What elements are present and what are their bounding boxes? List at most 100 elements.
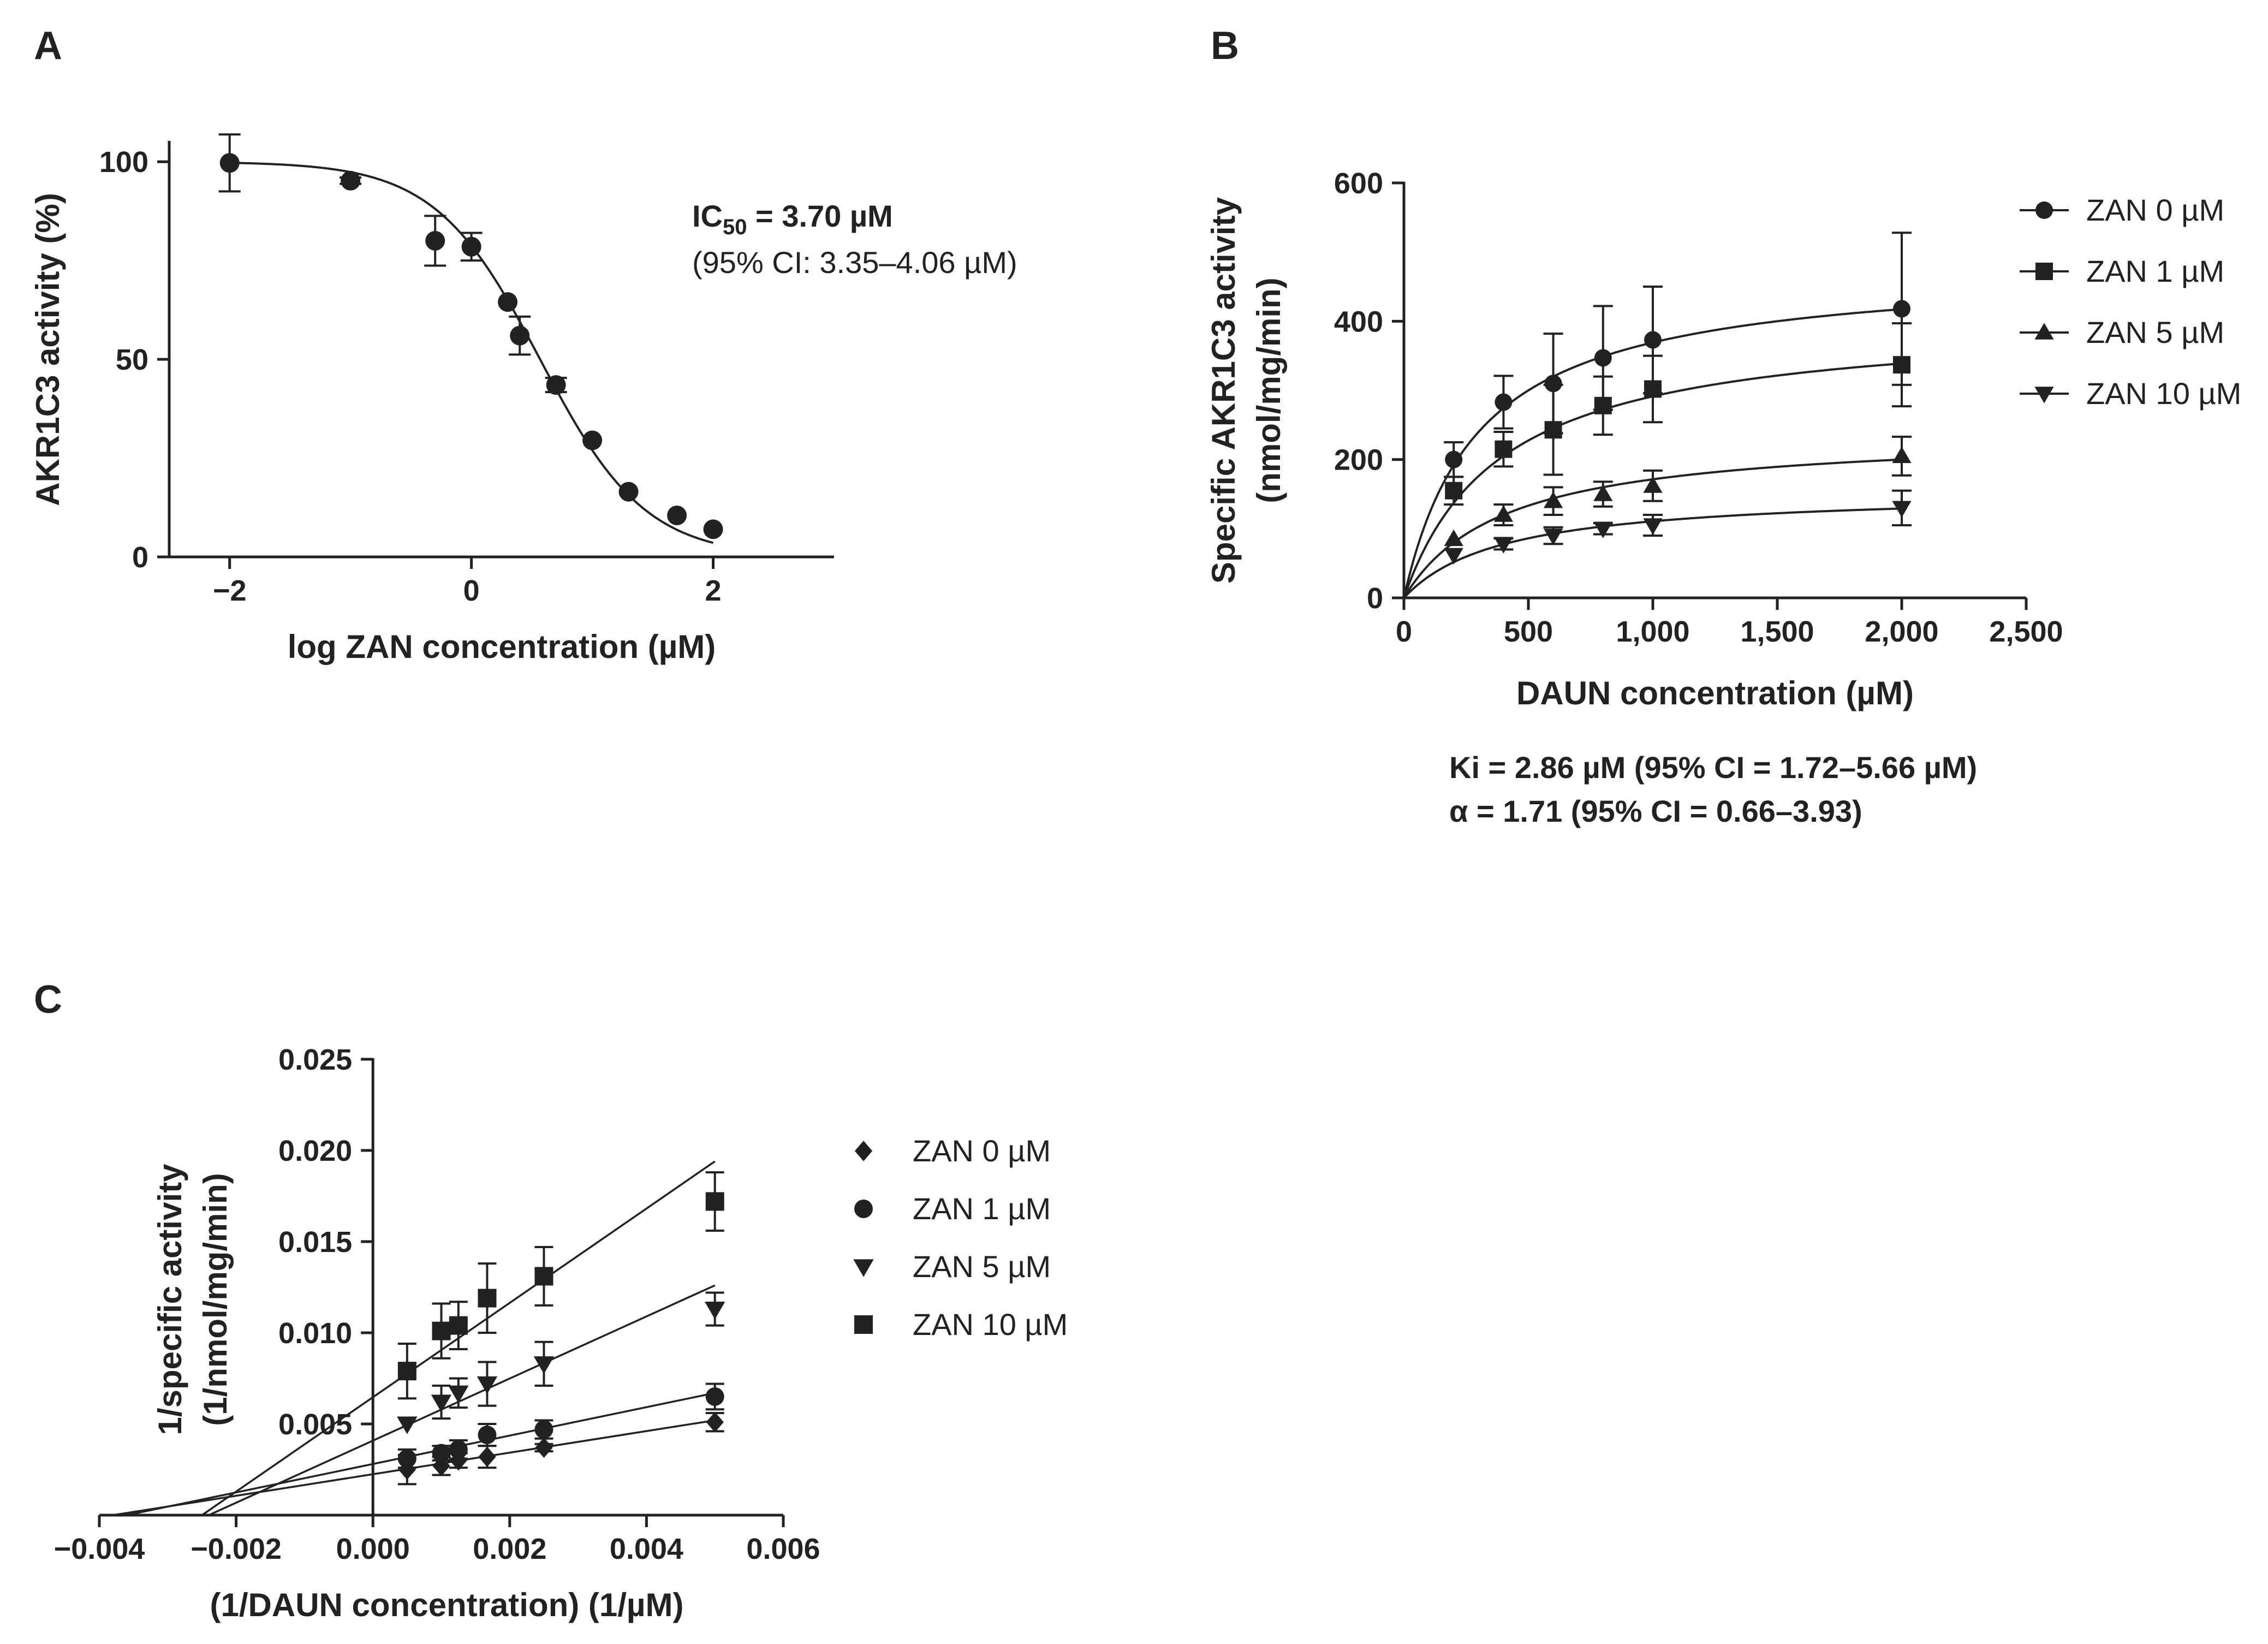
y-tick-label: 0.010	[278, 1317, 352, 1350]
data-point	[397, 1449, 416, 1468]
fit-curve	[229, 162, 714, 544]
legend-label: ZAN 5 µM	[913, 1249, 1051, 1284]
data-point	[477, 1376, 498, 1394]
panel-letter-a: A	[34, 24, 62, 68]
legend-label: ZAN 10 µM	[913, 1307, 1068, 1342]
data-point	[546, 375, 566, 395]
x-tick-label: 0.002	[473, 1533, 546, 1565]
series-zan-0-m	[1403, 232, 1912, 598]
data-point	[398, 1459, 416, 1480]
data-point	[534, 1420, 553, 1439]
data-point	[425, 230, 445, 251]
legend-marker	[853, 1259, 874, 1277]
data-point	[1892, 501, 1912, 518]
data-point	[448, 1385, 469, 1403]
ic50-annotation: IC50 = 3.70 µM (95% CI: 3.35–4.06 µM)	[692, 199, 1017, 280]
panel-a: A −2 0 2 0 50 100 log ZAN concentration (µM) AKR…	[29, 24, 1017, 665]
kinetics-annotation: Ki = 2.86 µM (95% CI = 1.72–5.66 µM) α = …	[1449, 750, 1977, 828]
data-point	[1644, 331, 1662, 349]
y-axis-title: Specific AKR1C3 activity	[1205, 197, 1242, 584]
legend-item-zan-10-m: ZAN 10 µM	[854, 1307, 1068, 1342]
x-tick-label: 500	[1504, 615, 1553, 648]
legend-item-zan-5-m: ZAN 5 µM	[853, 1249, 1051, 1284]
y-tick-label: 400	[1334, 305, 1383, 338]
legend-marker	[2034, 323, 2054, 340]
y-tick-label: 600	[1334, 167, 1383, 200]
legend-marker	[2035, 201, 2053, 219]
data-point	[1644, 380, 1662, 398]
data-point	[1444, 548, 1463, 565]
x-tick-label: 1,000	[1616, 615, 1689, 648]
data-point	[510, 325, 530, 346]
legend-marker	[854, 1141, 873, 1161]
data-point	[449, 1316, 468, 1335]
legend-marker	[2034, 387, 2054, 403]
data-point	[432, 1321, 451, 1340]
series-zan-1-m	[126, 1382, 724, 1516]
data-point	[1493, 505, 1513, 522]
data-point	[1643, 476, 1663, 493]
legend-label: ZAN 0 µM	[913, 1133, 1051, 1168]
legend-item-zan-1-m: ZAN 1 µM	[2020, 254, 2224, 288]
y-tick-label: 0.025	[278, 1043, 352, 1076]
ic50-subscript: 50	[723, 215, 747, 239]
y-axis-title-line2: (1/nmol/mg/min)	[197, 1173, 234, 1426]
data-point	[705, 1387, 724, 1406]
data-point	[705, 1301, 725, 1320]
legend-marker	[854, 1200, 873, 1218]
ic50-label: IC50 = 3.70 µM	[692, 199, 893, 239]
data-point	[535, 1437, 553, 1458]
y-tick-label: 100	[99, 146, 148, 179]
y-tick-label: 0.020	[278, 1135, 352, 1167]
data-point	[397, 1416, 418, 1434]
panel-letter-b: B	[1211, 24, 1239, 68]
data-point	[705, 1192, 724, 1211]
data-point	[1893, 356, 1910, 374]
data-point	[667, 506, 687, 525]
x-tick-label: 0	[1396, 615, 1412, 648]
ic50-prefix: IC	[692, 199, 723, 233]
x-tick-label: −2	[213, 574, 247, 607]
data-point	[533, 1356, 555, 1374]
data-point	[431, 1394, 452, 1412]
legend-item-zan-1-m: ZAN 1 µM	[854, 1191, 1051, 1226]
data-point	[706, 1411, 724, 1433]
ki-label: Ki = 2.86 µM (95% CI = 1.72–5.66 µM)	[1449, 750, 1977, 785]
data-point	[1544, 375, 1562, 393]
legend-label: ZAN 1 µM	[2086, 254, 2224, 288]
data-point	[1544, 529, 1563, 545]
x-tick-label: 2	[705, 574, 722, 607]
legend-marker	[2035, 263, 2053, 280]
data-point	[461, 236, 481, 257]
regression-line	[126, 1392, 716, 1516]
panel-b: B 0 500 1,000 1,500 2,000 2,500 0 200 400 600 DAUN …	[1205, 24, 2241, 828]
legend-marker	[854, 1315, 873, 1334]
data-point	[1593, 521, 1613, 538]
x-tick-label: 0.006	[746, 1533, 820, 1565]
legend-item-zan-5-m: ZAN 5 µM	[2020, 315, 2224, 349]
data-point	[219, 153, 240, 173]
legend-item-zan-0-m: ZAN 0 µM	[2020, 193, 2224, 227]
series-zan-1-m	[1403, 322, 1912, 598]
legend-label: ZAN 10 µM	[2086, 376, 2241, 411]
data-point	[1445, 482, 1463, 500]
data-point	[1445, 450, 1463, 468]
data-point	[478, 1289, 497, 1308]
data-point	[1893, 300, 1910, 318]
ic50-value: = 3.70 µM	[747, 199, 893, 233]
series-zan-5-m	[1403, 435, 1912, 599]
data-point	[449, 1440, 468, 1459]
legend-label: ZAN 0 µM	[2086, 193, 2224, 227]
data-point	[1544, 421, 1562, 439]
y-tick-label: 0	[132, 541, 148, 574]
x-tick-label: 2,000	[1865, 615, 1938, 648]
x-tick-label: 0.004	[610, 1533, 683, 1565]
data-point	[618, 482, 639, 502]
panel-letter-c: C	[34, 978, 62, 1022]
x-tick-label: −0.002	[191, 1533, 282, 1565]
series-zan-5-m	[208, 1284, 725, 1516]
data-point	[478, 1446, 496, 1467]
y-tick-label: 200	[1334, 444, 1383, 477]
y-tick-label: 50	[116, 343, 148, 376]
